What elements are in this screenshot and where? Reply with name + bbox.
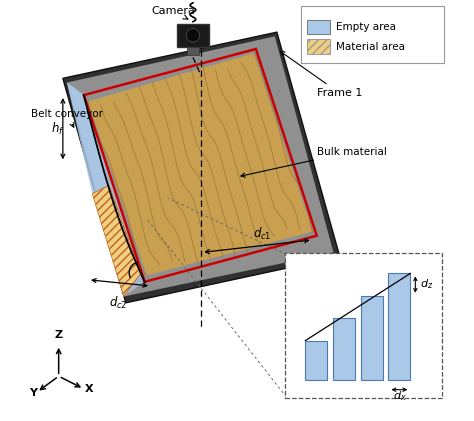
Bar [361,296,383,381]
Polygon shape [67,36,334,296]
Text: Z: Z [55,330,63,341]
Circle shape [186,29,200,42]
Polygon shape [67,83,145,296]
Text: $d_x$: $d_x$ [392,389,406,403]
Text: Material area: Material area [337,42,405,52]
Polygon shape [67,83,109,194]
Bar [305,341,327,381]
Text: Bulk material: Bulk material [241,147,387,177]
Text: Belt conveyor: Belt conveyor [31,109,103,127]
Polygon shape [92,185,140,296]
Text: Y: Y [28,389,36,398]
Text: Camera: Camera [151,6,195,19]
Text: Empty area: Empty area [337,22,396,32]
Bar [187,47,199,55]
FancyBboxPatch shape [301,6,444,63]
Text: X: X [84,384,93,394]
FancyBboxPatch shape [285,253,442,399]
Bar [177,24,209,47]
Bar [389,274,410,381]
Text: $d_{c2}$: $d_{c2}$ [109,295,128,311]
Bar [307,39,330,54]
Text: Frame 1: Frame 1 [280,51,362,98]
Bar [307,20,330,34]
Polygon shape [63,32,340,303]
Text: $d_z$: $d_z$ [420,278,434,291]
Text: $d_{c1}$: $d_{c1}$ [253,226,272,242]
Bar [333,318,355,381]
Polygon shape [88,53,312,275]
Text: $h_f$: $h_f$ [51,121,64,137]
